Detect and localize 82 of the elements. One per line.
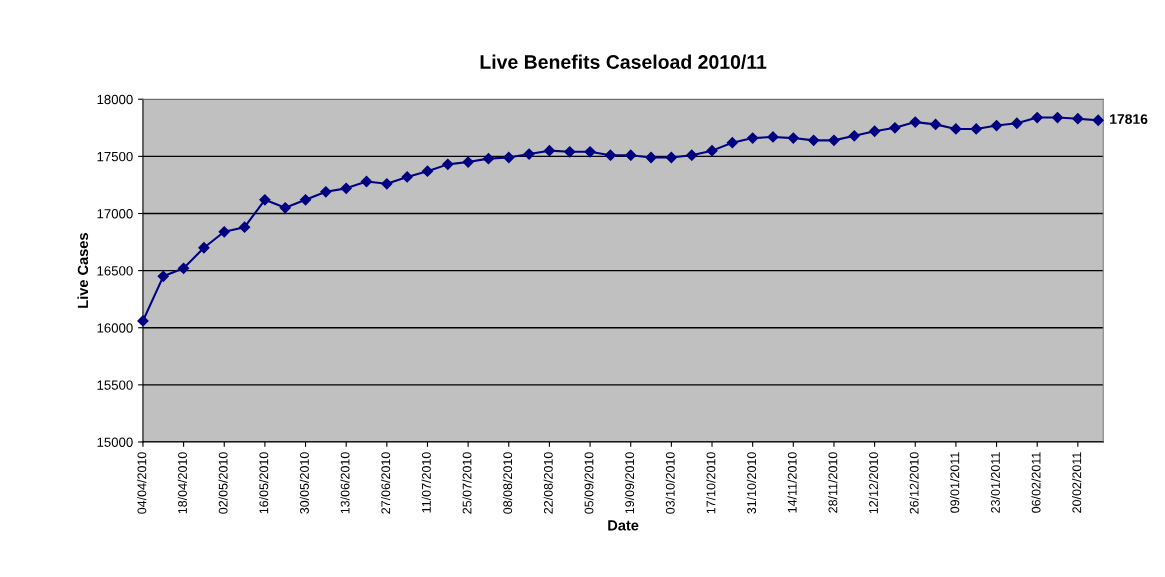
x-tick-label: 09/01/2011 bbox=[950, 452, 960, 513]
point bbox=[787, 132, 799, 144]
x-tick-label: 18/04/2010 bbox=[177, 452, 187, 514]
x-tick-label: 17/10/2010 bbox=[706, 452, 716, 514]
point bbox=[401, 171, 413, 183]
point bbox=[1051, 111, 1064, 124]
point bbox=[381, 178, 393, 190]
point bbox=[848, 130, 860, 142]
x-tick-label: 28/11/2010 bbox=[828, 452, 838, 513]
x-tick-label: 27/06/2010 bbox=[381, 452, 391, 514]
point bbox=[645, 151, 657, 164]
point bbox=[1092, 114, 1104, 126]
x-axis-title: Date bbox=[608, 520, 639, 531]
x-tick-label: 25/07/2010 bbox=[462, 452, 472, 514]
point bbox=[299, 194, 312, 206]
point bbox=[1031, 111, 1043, 124]
point bbox=[889, 122, 901, 134]
point bbox=[503, 151, 515, 164]
x-tick-label: 02/05/2010 bbox=[218, 452, 228, 514]
point bbox=[320, 186, 332, 198]
x-tick-label: 16/05/2010 bbox=[259, 452, 269, 514]
x-tick-label: 30/05/2010 bbox=[299, 452, 309, 514]
point bbox=[808, 134, 820, 146]
point bbox=[564, 146, 576, 158]
point bbox=[340, 182, 352, 194]
point bbox=[177, 262, 190, 274]
point bbox=[828, 134, 840, 146]
point bbox=[665, 151, 677, 164]
x-tick-label: 12/12/2010 bbox=[868, 452, 878, 514]
point bbox=[482, 153, 495, 165]
x-tick-label: 08/08/2010 bbox=[502, 452, 513, 514]
y-axis-title: Live Cases bbox=[77, 233, 89, 308]
x-tick-label: 14/11/2010 bbox=[787, 452, 797, 513]
x-tick-label: 06/02/2011 bbox=[1031, 452, 1041, 513]
y-tick-label: 18000 bbox=[97, 94, 133, 105]
point bbox=[543, 145, 556, 157]
point bbox=[726, 137, 738, 149]
point bbox=[747, 132, 759, 144]
point bbox=[970, 123, 982, 135]
x-tick-label: 23/01/2011 bbox=[990, 452, 1000, 513]
x-tick-label: 26/12/2010 bbox=[909, 452, 919, 514]
point bbox=[604, 149, 617, 161]
x-tick-label: 31/10/2010 bbox=[746, 452, 757, 514]
point bbox=[157, 270, 169, 282]
x-tick-label: 22/08/2010 bbox=[543, 452, 553, 514]
y-tick-label: 17000 bbox=[97, 209, 133, 219]
x-tick-label: 13/06/2010 bbox=[340, 452, 350, 514]
point bbox=[218, 226, 230, 238]
point bbox=[686, 149, 698, 161]
x-tick-label: 11/07/2010 bbox=[421, 452, 431, 513]
point bbox=[950, 123, 962, 135]
point bbox=[523, 148, 535, 160]
y-tick-label: 15000 bbox=[97, 437, 133, 447]
point bbox=[929, 118, 942, 130]
point bbox=[990, 119, 1003, 132]
point bbox=[279, 202, 291, 214]
y-tick-label: 16000 bbox=[97, 323, 133, 333]
point bbox=[909, 116, 921, 128]
point bbox=[1072, 113, 1084, 125]
point bbox=[584, 146, 596, 158]
x-tick-label: 03/10/2010 bbox=[665, 452, 675, 514]
y-tick-label: 17500 bbox=[97, 151, 133, 162]
point bbox=[238, 221, 251, 233]
point bbox=[137, 315, 149, 327]
point bbox=[442, 158, 454, 170]
point bbox=[462, 156, 474, 168]
y-tick-label: 16500 bbox=[97, 266, 133, 276]
x-tick-label: 04/04/2010 bbox=[137, 452, 147, 514]
point bbox=[706, 145, 718, 157]
x-tick-label: 05/09/2010 bbox=[584, 452, 594, 514]
point bbox=[1011, 117, 1023, 129]
point bbox=[360, 175, 373, 188]
y-tick-label: 15500 bbox=[97, 380, 133, 390]
point bbox=[421, 165, 434, 177]
x-tick-label: 19/09/2010 bbox=[624, 452, 635, 514]
chart-title: Live Benefits Caseload 2010/11 bbox=[480, 54, 767, 70]
x-tick-label: 20/02/2011 bbox=[1072, 452, 1082, 513]
data-label: 17816 bbox=[1110, 114, 1148, 124]
point bbox=[259, 194, 271, 206]
point bbox=[625, 149, 637, 161]
point bbox=[198, 242, 210, 254]
point bbox=[869, 125, 881, 137]
